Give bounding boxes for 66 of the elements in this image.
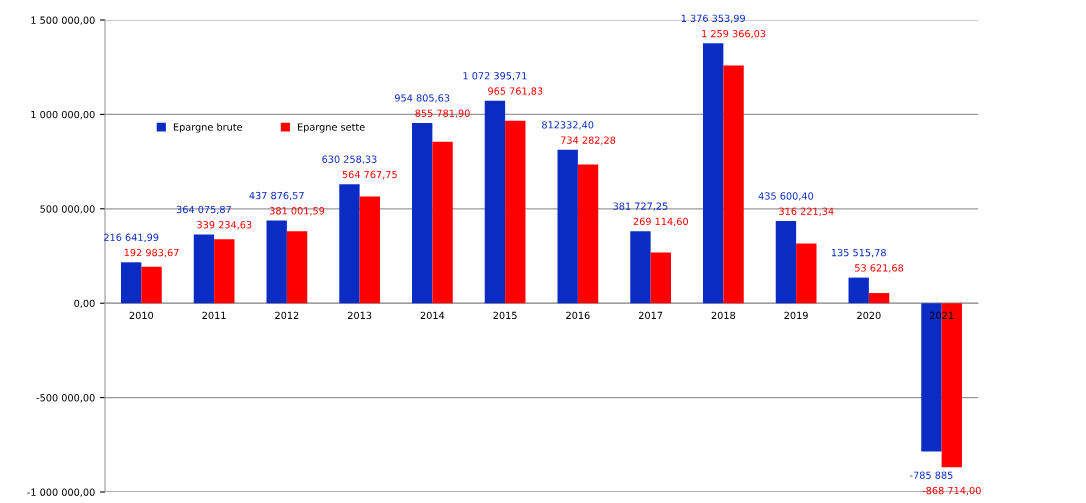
data-label: 435 600,40 bbox=[758, 192, 814, 201]
bar bbox=[577, 164, 599, 304]
x-tick-label: 2015 bbox=[493, 311, 517, 320]
data-label: 216 641,99 bbox=[104, 233, 159, 242]
y-tick-label: 1 000 000,00 bbox=[31, 110, 95, 120]
bar bbox=[286, 231, 308, 304]
bar bbox=[193, 234, 215, 304]
legend-label: Epargne brute bbox=[173, 123, 243, 133]
bar bbox=[630, 231, 651, 304]
data-label: 1 072 395,71 bbox=[463, 72, 527, 81]
data-label: 855 781,90 bbox=[415, 109, 470, 118]
data-label: 1 259 366,03 bbox=[702, 29, 766, 39]
x-tick-label: 2014 bbox=[420, 311, 445, 320]
data-label: 381 727,25 bbox=[613, 202, 668, 211]
data-label: 437 876,57 bbox=[249, 191, 304, 201]
bar bbox=[214, 239, 235, 304]
y-tick-label: -1 000 000,00 bbox=[27, 488, 95, 497]
x-tick-label: 2019 bbox=[784, 311, 808, 320]
bar bbox=[775, 220, 797, 304]
data-label: 954 805,63 bbox=[394, 94, 450, 103]
data-label: 135 515,78 bbox=[831, 248, 886, 258]
data-label: 53 621,68 bbox=[855, 264, 904, 273]
bar bbox=[723, 65, 744, 304]
y-tick-label: 1 500 000,00 bbox=[31, 16, 95, 25]
bar bbox=[339, 184, 360, 304]
bar bbox=[359, 196, 380, 304]
bar bbox=[432, 141, 453, 304]
data-label: 812332,40 bbox=[542, 121, 594, 130]
bar bbox=[505, 120, 526, 304]
legend-label: Epargne sette bbox=[297, 123, 365, 133]
x-tick-label: 2012 bbox=[275, 311, 299, 320]
bar bbox=[650, 252, 671, 304]
data-label: 192 983,67 bbox=[124, 248, 179, 258]
x-tick-label: 2018 bbox=[711, 311, 736, 320]
x-tick-label: 2011 bbox=[202, 311, 226, 320]
y-tick-label: 0,00 bbox=[74, 299, 95, 309]
data-label: 564 767,75 bbox=[342, 170, 397, 180]
x-tick-label: 2020 bbox=[857, 311, 881, 320]
x-tick-label: 2010 bbox=[129, 311, 154, 320]
bar bbox=[121, 262, 142, 304]
bar bbox=[141, 266, 162, 304]
data-label: 381 001,59 bbox=[269, 207, 325, 216]
bar bbox=[868, 293, 890, 304]
data-label: 965 761,83 bbox=[488, 87, 543, 96]
x-tick-label: 2021 bbox=[929, 311, 954, 320]
y-tick-label: 500 000,00 bbox=[40, 205, 95, 214]
data-label: 630 258,33 bbox=[322, 155, 377, 164]
bar bbox=[848, 277, 869, 304]
bar bbox=[703, 43, 724, 304]
data-label: 1 376 353,99 bbox=[681, 14, 745, 24]
x-tick-label: 2016 bbox=[566, 311, 590, 320]
data-label: 364 075,87 bbox=[176, 205, 231, 215]
x-tick-label: 2017 bbox=[638, 311, 663, 320]
data-label: 339 234,63 bbox=[197, 221, 252, 230]
data-label: 316 221,34 bbox=[779, 207, 834, 216]
data-label: -785 885 bbox=[910, 471, 953, 479]
bar bbox=[796, 243, 817, 304]
bar bbox=[557, 149, 578, 304]
bar bbox=[412, 122, 433, 304]
y-tick-label: -500 000,00 bbox=[36, 394, 95, 403]
data-label: -868 714,00 bbox=[922, 486, 981, 496]
bar bbox=[266, 220, 287, 304]
data-label: 269 114,60 bbox=[633, 217, 688, 227]
x-tick-label: 2013 bbox=[347, 311, 372, 320]
bar bbox=[484, 100, 506, 304]
data-label: 734 282,28 bbox=[561, 136, 616, 145]
